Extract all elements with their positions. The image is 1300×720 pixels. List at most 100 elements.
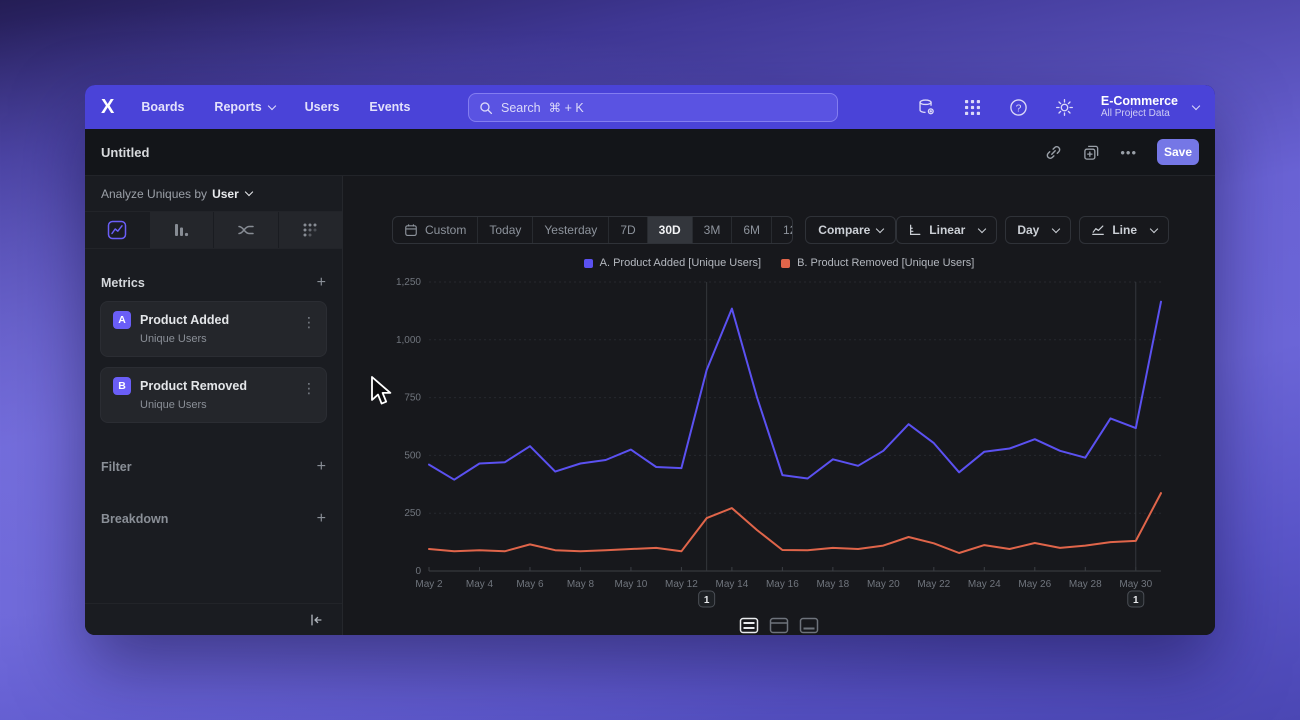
- tab-flows[interactable]: [214, 212, 279, 248]
- breakdown-section-header: Breakdown +: [85, 511, 342, 527]
- search-shortcut: ⌘ + K: [548, 101, 584, 115]
- svg-text:750: 750: [404, 393, 421, 404]
- settings-gear-icon[interactable]: [1055, 97, 1075, 117]
- range-12m[interactable]: 12M: [771, 217, 792, 243]
- legend-item-b[interactable]: B. Product Removed [Unique Users]: [781, 257, 974, 269]
- top-navbar: X Boards Reports Users Events Search ⌘ +…: [85, 85, 1215, 129]
- svg-text:May 14: May 14: [715, 579, 748, 590]
- svg-text:May 18: May 18: [816, 579, 849, 590]
- svg-text:1,250: 1,250: [396, 277, 421, 288]
- collapse-sidebar-icon[interactable]: [308, 612, 324, 628]
- report-title[interactable]: Untitled: [101, 144, 150, 160]
- svg-text:May 8: May 8: [567, 579, 595, 590]
- svg-text:May 16: May 16: [766, 579, 799, 590]
- range-custom[interactable]: Custom: [393, 217, 477, 243]
- svg-text:?: ?: [1016, 103, 1022, 114]
- breakdown-label: Breakdown: [101, 512, 169, 526]
- duplicate-icon[interactable]: [1082, 143, 1100, 161]
- compare-dropdown[interactable]: Compare: [805, 216, 897, 244]
- svg-text:250: 250: [404, 508, 421, 519]
- add-filter-button[interactable]: +: [316, 458, 326, 475]
- chevron-down-icon: [1191, 101, 1201, 110]
- chart-legend: A. Product Added [Unique Users] B. Produ…: [343, 257, 1215, 269]
- interval-dropdown[interactable]: Day: [1005, 216, 1072, 244]
- metric-menu-icon[interactable]: ⋮: [302, 380, 316, 396]
- metric-card-b[interactable]: B Product Removed Unique Users ⋮: [100, 367, 327, 423]
- apps-grid-icon[interactable]: [963, 97, 983, 117]
- metric-menu-icon[interactable]: ⋮: [302, 314, 316, 330]
- main-nav: Boards Reports Users Events: [141, 100, 410, 114]
- analyze-row: Analyze Uniques by User: [85, 176, 342, 212]
- range-yesterday[interactable]: Yesterday: [532, 217, 608, 243]
- legend-swatch-a: [583, 258, 593, 268]
- chevron-down-icon: [978, 224, 987, 233]
- copy-link-icon[interactable]: [1044, 143, 1062, 161]
- filter-label: Filter: [101, 460, 132, 474]
- metrics-label: Metrics: [101, 276, 145, 290]
- retention-dots-icon: [303, 223, 317, 237]
- app-window: X Boards Reports Users Events Search ⌘ +…: [85, 85, 1215, 635]
- range-30d[interactable]: 30D: [646, 217, 692, 243]
- metric-subtitle: Unique Users: [140, 399, 207, 411]
- metric-badge-a: A: [113, 311, 131, 329]
- range-6m[interactable]: 6M: [731, 217, 771, 243]
- search-icon: [480, 101, 493, 114]
- tab-retention[interactable]: [278, 212, 342, 248]
- add-breakdown-button[interactable]: +: [316, 510, 326, 527]
- range-3m[interactable]: 3M: [691, 217, 732, 243]
- sidebar-footer: [85, 603, 342, 635]
- query-sidebar: Analyze Uniques by User: [85, 176, 343, 635]
- nav-item-reports[interactable]: Reports: [214, 100, 276, 114]
- svg-text:May 24: May 24: [968, 579, 1001, 590]
- report-actions: ••• Save: [1044, 139, 1199, 165]
- metric-name: Product Removed: [140, 379, 247, 393]
- legend-swatch-b: [781, 258, 791, 268]
- tab-insights[interactable]: [85, 212, 150, 248]
- project-name: E-Commerce: [1100, 94, 1178, 108]
- chevron-down-icon: [876, 224, 885, 233]
- metric-badge-b: B: [113, 377, 131, 395]
- range-7d[interactable]: 7D: [608, 217, 646, 243]
- help-icon[interactable]: ?: [1009, 97, 1029, 117]
- svg-text:May 2: May 2: [415, 579, 443, 590]
- trends-chart-icon: [107, 220, 126, 240]
- flows-icon: [238, 225, 254, 235]
- search-placeholder: Search: [501, 100, 541, 115]
- layout-split-rows-button[interactable]: [739, 617, 759, 634]
- mixpanel-logo-icon[interactable]: X: [101, 95, 114, 118]
- metric-card-a[interactable]: A Product Added Unique Users ⋮: [100, 301, 327, 357]
- svg-text:May 20: May 20: [867, 579, 900, 590]
- nav-item-boards[interactable]: Boards: [141, 100, 185, 114]
- svg-text:0: 0: [415, 566, 421, 577]
- nav-item-users[interactable]: Users: [304, 100, 340, 114]
- layout-header-button[interactable]: [769, 617, 789, 634]
- data-management-icon[interactable]: [917, 97, 937, 117]
- date-range-segmented-control: Custom Today Yesterday 7D 30D 3M 6M 12M: [392, 216, 794, 244]
- chart-type-dropdown[interactable]: Line: [1079, 216, 1169, 244]
- svg-text:May 22: May 22: [917, 579, 950, 590]
- calendar-icon: [405, 224, 417, 236]
- chevron-down-icon: [267, 101, 276, 110]
- chart-svg[interactable]: 0 250 500 750 1,000 1,250 May 2 May 4 May 6 May 8…: [343, 276, 1214, 616]
- save-button[interactable]: Save: [1157, 139, 1199, 165]
- linear-axis-icon: [910, 224, 921, 235]
- nav-item-events[interactable]: Events: [369, 100, 411, 114]
- search-input[interactable]: Search ⌘ + K: [468, 93, 838, 122]
- scale-dropdown[interactable]: Linear: [896, 216, 998, 244]
- line-chart-icon: [1092, 225, 1105, 235]
- svg-text:May 28: May 28: [1069, 579, 1102, 590]
- tab-funnels[interactable]: [149, 212, 214, 248]
- layout-footer-button[interactable]: [799, 617, 819, 634]
- chevron-down-icon: [1149, 224, 1159, 233]
- analyze-entity-dropdown[interactable]: User: [212, 187, 253, 201]
- add-metric-button[interactable]: +: [316, 274, 326, 291]
- legend-item-a[interactable]: A. Product Added [Unique Users]: [583, 257, 761, 269]
- range-today[interactable]: Today: [477, 217, 532, 243]
- more-options-icon[interactable]: •••: [1120, 144, 1137, 160]
- svg-text:500: 500: [404, 450, 421, 461]
- chart-controls: Custom Today Yesterday 7D 30D 3M 6M 12M …: [392, 216, 1169, 244]
- chevron-down-icon: [1052, 224, 1061, 233]
- navbar-right: ? E-Commerce All Project Data: [917, 94, 1201, 120]
- project-switcher[interactable]: E-Commerce All Project Data: [1100, 94, 1201, 120]
